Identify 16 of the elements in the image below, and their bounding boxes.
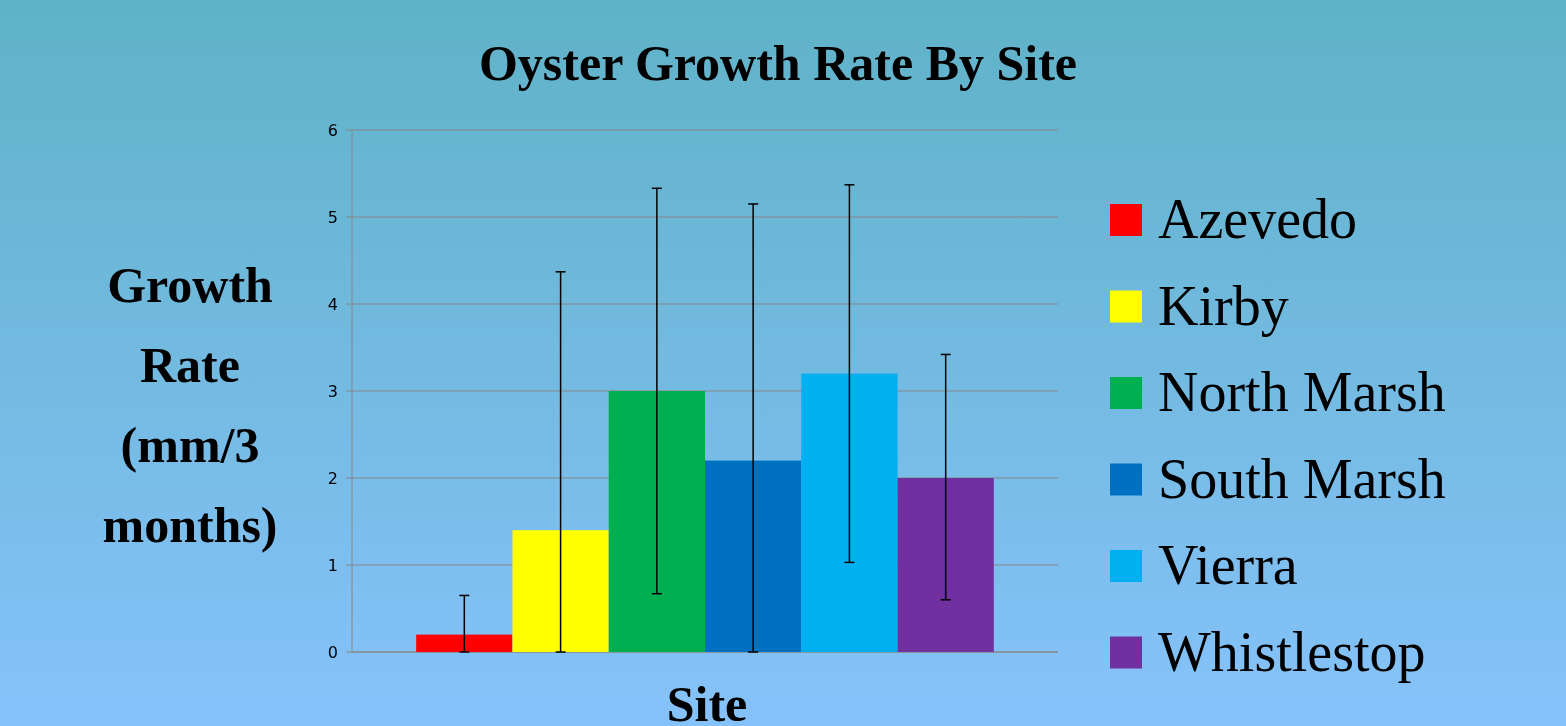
y-tick-label: 6 bbox=[327, 120, 338, 140]
y-axis-title: Growth Rate (mm/3 months) bbox=[102, 257, 278, 553]
chart-title: Oyster Growth Rate By Site bbox=[478, 35, 1078, 91]
legend-label: Vierra bbox=[1158, 534, 1298, 596]
legend-label: South Marsh bbox=[1158, 447, 1446, 510]
y-tick-label: 4 bbox=[327, 294, 338, 314]
legend-label: North Marsh bbox=[1158, 361, 1446, 423]
legend-label: Whistlestop bbox=[1158, 620, 1426, 683]
y-tick-label: 1 bbox=[327, 555, 338, 575]
x-axis-title: Site bbox=[666, 676, 748, 726]
legend-label: Kirby bbox=[1158, 274, 1289, 337]
y-tick-label: 2 bbox=[327, 468, 338, 488]
y-tick-label: 5 bbox=[327, 207, 338, 227]
y-tick-label: 3 bbox=[327, 381, 338, 401]
y-tick-label: 0 bbox=[327, 642, 338, 662]
legend-label: Azevedo bbox=[1158, 188, 1358, 250]
